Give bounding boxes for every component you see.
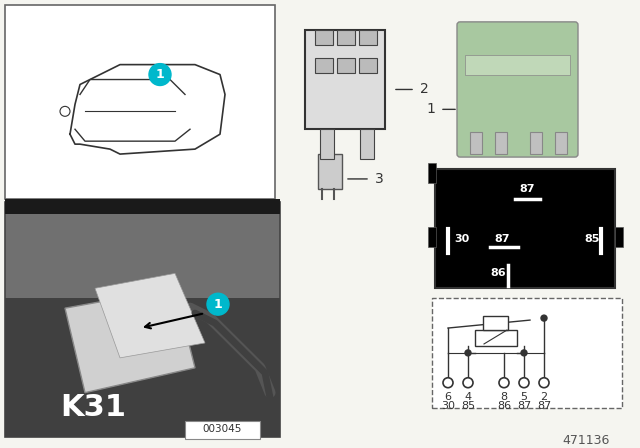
Circle shape: [443, 378, 453, 388]
Bar: [465, 55, 570, 74]
Bar: [615, 227, 623, 246]
Bar: [555, 132, 567, 154]
Circle shape: [519, 378, 529, 388]
Bar: [530, 132, 542, 154]
Text: 4: 4: [465, 392, 472, 402]
Bar: [320, 129, 334, 159]
Bar: [318, 154, 342, 189]
Circle shape: [207, 293, 229, 315]
Text: 5: 5: [520, 392, 527, 402]
Bar: [315, 58, 333, 73]
Text: 003045: 003045: [202, 424, 242, 435]
Circle shape: [60, 106, 70, 116]
Text: 85: 85: [584, 233, 600, 244]
Bar: [483, 316, 508, 330]
Circle shape: [465, 350, 471, 356]
Bar: [185, 422, 260, 439]
Bar: [305, 30, 385, 129]
Text: 86: 86: [490, 268, 506, 278]
Bar: [337, 30, 355, 45]
Text: 2: 2: [420, 82, 429, 96]
Bar: [435, 169, 615, 288]
Text: K31: K31: [60, 393, 126, 422]
Bar: [360, 129, 374, 159]
FancyBboxPatch shape: [457, 22, 578, 157]
Bar: [432, 298, 622, 408]
Bar: [5, 5, 275, 199]
Bar: [470, 132, 482, 154]
Text: 1: 1: [214, 297, 222, 311]
Text: 87: 87: [537, 401, 551, 410]
Bar: [428, 227, 436, 246]
Bar: [5, 202, 280, 437]
Polygon shape: [65, 288, 195, 392]
Bar: [428, 163, 436, 183]
Bar: [475, 330, 517, 346]
Text: 6: 6: [445, 392, 451, 402]
Circle shape: [499, 378, 509, 388]
Bar: [315, 30, 333, 45]
Text: 1: 1: [156, 68, 164, 81]
Bar: [495, 132, 507, 154]
Circle shape: [541, 315, 547, 321]
Bar: [5, 199, 280, 214]
Text: 471136: 471136: [563, 434, 610, 447]
Text: 87: 87: [519, 184, 535, 194]
Polygon shape: [95, 273, 205, 358]
Bar: [5, 298, 280, 437]
Bar: [359, 58, 377, 73]
Text: 2: 2: [540, 392, 548, 402]
Text: 1: 1: [426, 102, 435, 116]
Bar: [359, 30, 377, 45]
Text: 87: 87: [517, 401, 531, 410]
Circle shape: [463, 378, 473, 388]
Circle shape: [149, 64, 171, 86]
Text: 86: 86: [497, 401, 511, 410]
Bar: [337, 58, 355, 73]
Text: 8: 8: [500, 392, 508, 402]
Text: 30: 30: [454, 233, 469, 244]
Text: 3: 3: [375, 172, 384, 186]
Circle shape: [521, 350, 527, 356]
Text: 30: 30: [441, 401, 455, 410]
Circle shape: [539, 378, 549, 388]
Text: 85: 85: [461, 401, 475, 410]
Text: 87: 87: [494, 233, 509, 244]
